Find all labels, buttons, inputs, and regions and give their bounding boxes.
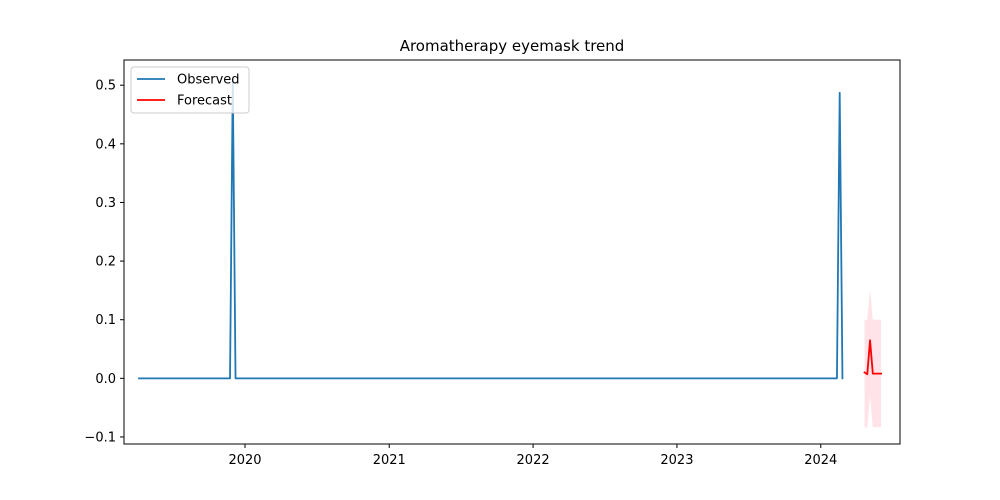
series-layer bbox=[138, 78, 882, 380]
forecast-series-line bbox=[863, 339, 882, 376]
x-tick-label: 2022 bbox=[517, 453, 550, 468]
y-tick-label: 0.1 bbox=[95, 313, 116, 328]
y-tick-label: 0.0 bbox=[95, 372, 116, 387]
observed-legend-label: Observed bbox=[177, 73, 240, 88]
y-tick-label: −0.1 bbox=[84, 430, 116, 445]
x-axis: 2020 2021 2022 2023 2024 bbox=[228, 444, 837, 468]
x-tick-label: 2020 bbox=[228, 453, 261, 468]
y-tick-label: 0.5 bbox=[95, 79, 116, 94]
y-axis: −0.1 0.0 0.1 0.2 0.3 0.4 0.5 bbox=[84, 79, 124, 445]
x-tick-label: 2023 bbox=[660, 453, 693, 468]
forecast-legend-label: Forecast bbox=[177, 94, 232, 109]
observed-series-line bbox=[138, 78, 844, 380]
forecast-confidence-band bbox=[864, 288, 882, 429]
plot-area bbox=[123, 59, 901, 445]
x-tick-label: 2021 bbox=[373, 453, 406, 468]
y-tick-label: 0.3 bbox=[95, 196, 116, 211]
y-tick-label: 0.4 bbox=[95, 137, 116, 152]
plot-frame bbox=[123, 59, 901, 445]
chart-title: Aromatherapy eyemask trend bbox=[400, 37, 625, 55]
x-tick-label: 2024 bbox=[804, 453, 837, 468]
confidence-band-layer bbox=[864, 288, 882, 429]
y-tick-label: 0.2 bbox=[95, 255, 116, 270]
legend: Observed Forecast bbox=[130, 66, 250, 114]
